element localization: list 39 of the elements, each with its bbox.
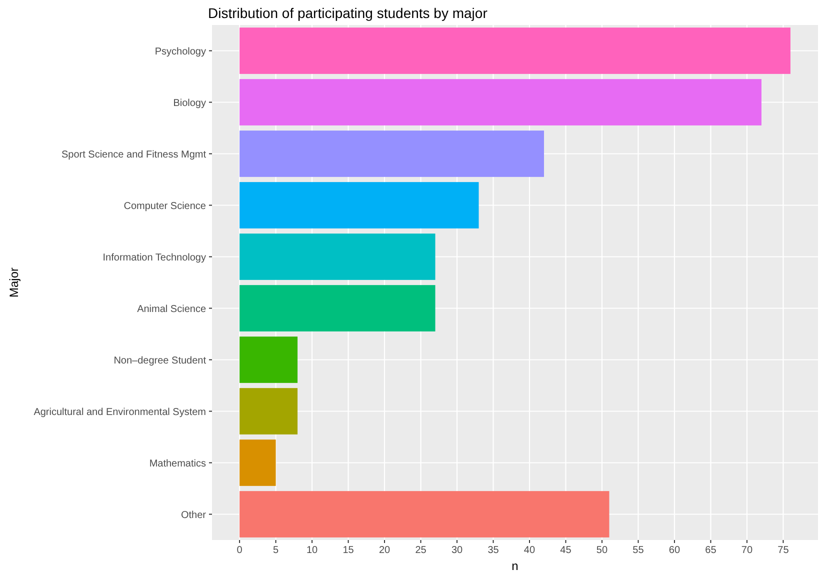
y-axis-title: Major	[7, 267, 21, 298]
y-tick-label: Agricultural and Environmental System	[34, 406, 206, 418]
bar	[240, 285, 436, 332]
y-tick-label: Computer Science	[124, 200, 206, 212]
bar	[240, 28, 790, 74]
bar	[240, 130, 544, 177]
x-tick-label: 20	[378, 545, 391, 556]
x-tick-label: 25	[415, 545, 427, 556]
x-tick-label: 15	[342, 545, 354, 556]
x-tick-label: 60	[668, 545, 680, 556]
x-tick-label: 5	[273, 545, 280, 556]
y-tick-label: Animal Science	[137, 304, 206, 315]
bar	[240, 491, 610, 538]
x-axis-title: n	[512, 559, 518, 573]
y-tick-label: Information Technology	[102, 252, 206, 264]
y-tick-label: Biology	[173, 98, 206, 109]
y-tick-label: Other	[180, 510, 207, 521]
y-tick-label: Sport Science and Fitness Mgmt	[61, 149, 206, 160]
x-tick-label: 55	[632, 545, 644, 556]
y-tick-label: Psychology	[154, 46, 206, 58]
chart-title: Distribution of participating students by major	[208, 5, 488, 21]
x-tick-label: 50	[596, 545, 608, 556]
x-tick-label: 40	[524, 545, 536, 556]
bar	[240, 388, 298, 434]
bar	[240, 336, 298, 383]
x-tick-label: 30	[451, 545, 464, 556]
bar	[240, 440, 276, 486]
x-tick-label: 70	[741, 545, 753, 556]
x-tick-label: 35	[488, 545, 500, 556]
y-tick-label: Non–degree Student	[114, 355, 206, 366]
x-tick-label: 65	[705, 545, 717, 556]
bar	[240, 79, 762, 126]
x-tick-label: 75	[778, 545, 790, 556]
x-tick-label: 45	[560, 545, 572, 556]
x-tick-label: 0	[236, 545, 243, 556]
bar	[240, 234, 436, 280]
bar	[240, 182, 479, 228]
x-tick-label: 10	[306, 545, 318, 556]
y-tick-label: Mathematics	[149, 458, 206, 470]
